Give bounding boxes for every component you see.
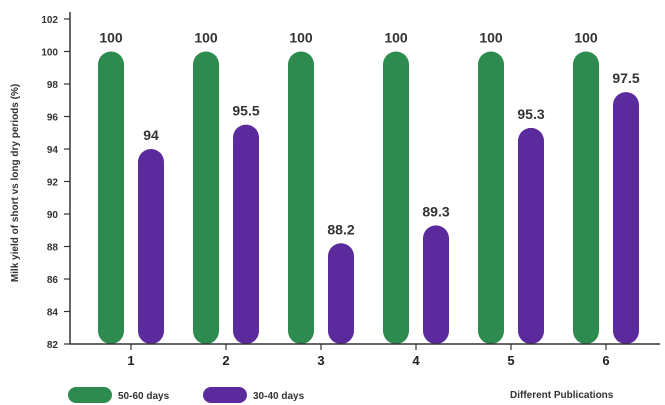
x-tick-label: 3 bbox=[317, 353, 324, 368]
legend-label: 50-60 days bbox=[118, 391, 170, 402]
data-label: 100 bbox=[194, 30, 218, 46]
data-label: 100 bbox=[99, 30, 123, 46]
data-label: 100 bbox=[384, 30, 408, 46]
bar-series-2 bbox=[328, 243, 354, 344]
bar-series-1 bbox=[383, 51, 409, 344]
data-label: 95.5 bbox=[232, 103, 259, 119]
data-labels: 100 94 100 95.5 100 88.2 100 89.3 100 95.3 100 97.5 bbox=[99, 30, 640, 238]
legend-label: 30-40 days bbox=[253, 391, 305, 402]
y-tick-label: 94 bbox=[47, 145, 59, 156]
bar-series-1 bbox=[193, 51, 219, 344]
data-label: 100 bbox=[289, 30, 313, 46]
y-axis-title: Milk yield of short vs long dry periods … bbox=[10, 84, 21, 282]
x-tick-label: 2 bbox=[222, 353, 229, 368]
x-tick-label: 6 bbox=[602, 353, 609, 368]
bar-series-2 bbox=[423, 225, 449, 344]
y-tick-label: 84 bbox=[47, 308, 59, 319]
data-label: 88.2 bbox=[327, 221, 354, 237]
y-tick-label: 82 bbox=[47, 340, 59, 351]
y-tick-label: 90 bbox=[47, 210, 59, 221]
data-label: 100 bbox=[479, 30, 503, 46]
y-tick-label: 86 bbox=[47, 275, 59, 286]
y-tick-label: 102 bbox=[41, 15, 58, 26]
data-label: 100 bbox=[574, 30, 598, 46]
y-tick-label: 88 bbox=[47, 243, 59, 254]
data-label: 95.3 bbox=[517, 106, 544, 122]
bar-series-1 bbox=[288, 51, 314, 344]
x-axis-ticks: 1 2 3 4 5 6 bbox=[127, 344, 610, 368]
bar-series-2 bbox=[138, 149, 164, 344]
bar-series-2 bbox=[518, 127, 544, 344]
x-tick-label: 5 bbox=[507, 353, 514, 368]
x-tick-label: 1 bbox=[127, 353, 134, 368]
x-tick-label: 4 bbox=[412, 353, 420, 368]
y-tick-label: 96 bbox=[47, 113, 59, 124]
x-axis-title: Different Publications bbox=[510, 390, 614, 401]
axes bbox=[69, 12, 660, 345]
data-label: 94 bbox=[143, 127, 159, 143]
bar-series-1 bbox=[478, 51, 504, 344]
legend-swatch bbox=[68, 387, 112, 403]
bar-series-2 bbox=[613, 92, 639, 344]
y-tick-label: 98 bbox=[47, 80, 59, 91]
data-label: 89.3 bbox=[422, 203, 449, 219]
y-tick-label: 100 bbox=[41, 48, 58, 59]
bar-series-2 bbox=[233, 124, 259, 344]
y-axis-ticks: 82 84 86 88 90 92 94 96 98 100 102 bbox=[41, 15, 70, 351]
bar-series-1 bbox=[573, 51, 599, 344]
data-label: 97.5 bbox=[612, 70, 639, 86]
bar-series-1 bbox=[98, 51, 124, 344]
legend-swatch bbox=[203, 387, 247, 403]
bars bbox=[98, 51, 639, 344]
legend: 50-60 days 30-40 days bbox=[68, 387, 305, 403]
y-tick-label: 92 bbox=[47, 178, 59, 189]
